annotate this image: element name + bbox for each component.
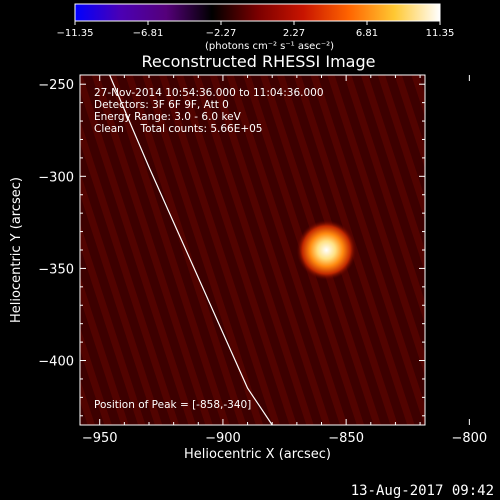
annotation-time-range: 27-Nov-2014 10:54:36.000 to 11:04:36.000: [94, 87, 324, 99]
image-background: [80, 75, 425, 425]
x-tick-label: −800: [451, 431, 487, 446]
annotation-detectors: Detectors: 3F 6F 9F, Att 0: [94, 99, 229, 111]
x-tick-label: −950: [82, 431, 118, 446]
image-plot-area: −950 −900 −850 −800 −250 −300 −350 −400: [38, 74, 487, 446]
colorbar-ticks: −11.35 −6.81 −2.27 2.27 6.81 11.35: [56, 21, 454, 39]
annotations: 27-Nov-2014 10:54:36.000 to 11:04:36.000…: [94, 87, 324, 411]
colorbar-gradient: [74, 3, 441, 22]
y-tick-label: −350: [38, 262, 74, 277]
y-tick-label: −400: [38, 355, 74, 370]
y-tick-label: −250: [38, 78, 74, 93]
colorbar: −11.35 −6.81 −2.27 2.27 6.81 11.35 (photons c…: [56, 3, 454, 52]
annotation-clean-counts: Clean Total counts: 5.66E+05: [94, 123, 263, 135]
colorbar-tick-label: −2.27: [206, 28, 237, 39]
flare-source: [296, 220, 357, 280]
x-tick-label: −900: [205, 431, 241, 446]
x-tick-label: −850: [328, 431, 364, 446]
x-axis-ticks: −950 −900 −850 −800: [82, 75, 487, 446]
colorbar-unit-label: (photons cm⁻² s⁻¹ asec⁻²): [205, 41, 334, 52]
footer-date: 13-Aug-2017 09:42: [351, 483, 494, 499]
y-tick-label: −300: [38, 170, 74, 185]
annotation-peak-position: Position of Peak = [-858,-340]: [94, 399, 251, 411]
y-axis-label: Heliocentric Y (arcsec): [9, 177, 24, 323]
y-axis-ticks: −250 −300 −350 −400: [38, 78, 425, 417]
chart-title: Reconstructed RHESSI Image: [142, 52, 376, 71]
colorbar-tick-label: 11.35: [426, 28, 455, 39]
colorbar-tick-label: 6.81: [356, 28, 378, 39]
colorbar-tick-label: −6.81: [133, 28, 164, 39]
solar-limb-line: [109, 75, 273, 425]
x-axis-label: Heliocentric X (arcsec): [184, 447, 331, 462]
annotation-energy-range: Energy Range: 3.0 - 6.0 keV: [94, 111, 242, 123]
colorbar-tick-label: 2.27: [283, 28, 305, 39]
colorbar-tick-label: −11.35: [56, 28, 93, 39]
